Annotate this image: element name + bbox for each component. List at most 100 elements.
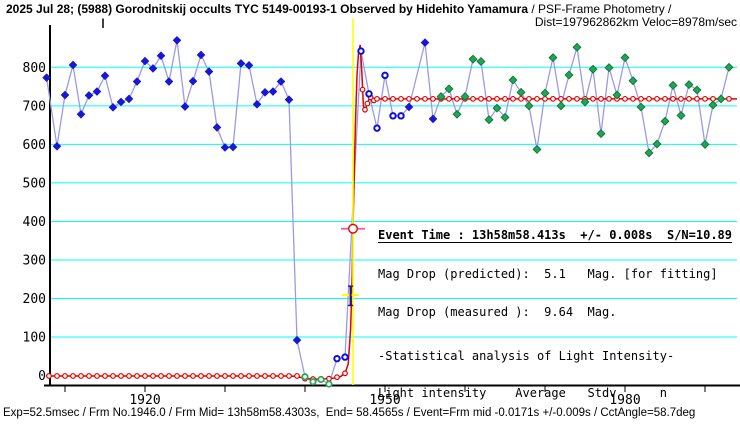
comparison-point-open-circle — [317, 375, 325, 384]
model-point — [726, 95, 732, 102]
target-point-diamond — [164, 77, 174, 86]
model-point — [270, 373, 276, 379]
comparison-point-diamond — [700, 139, 710, 149]
model-point — [118, 373, 124, 379]
y-axis-label-700: 700 — [23, 99, 46, 114]
model-point — [590, 95, 596, 102]
model-point — [294, 373, 300, 379]
model-point — [486, 95, 492, 102]
model-point — [342, 370, 348, 377]
comparison-point-diamond — [668, 80, 678, 90]
model-point — [662, 95, 668, 102]
stats-section-title: -Statistical analysis of Light Intensity… — [378, 348, 675, 363]
model-point — [494, 95, 500, 102]
comparison-point-diamond — [532, 144, 542, 154]
model-point — [134, 373, 140, 379]
model-point — [382, 95, 388, 102]
model-point — [166, 373, 172, 379]
target-point-diamond — [156, 51, 166, 61]
stats-table-header-1: Light intensity Average Stdv n — [378, 386, 667, 401]
model-point — [190, 373, 196, 379]
target-point-open-circle — [341, 353, 349, 361]
model-point — [422, 95, 428, 102]
comparison-point-diamond — [652, 139, 662, 149]
model-point — [230, 373, 236, 379]
event-time-line: Event Time : 13h58m58.413s +/- 0.008s S/… — [378, 228, 733, 243]
target-point-diamond — [148, 64, 158, 73]
model-point — [454, 95, 460, 102]
model-point — [214, 373, 220, 379]
model-point — [364, 100, 371, 107]
comparison-point-diamond — [572, 42, 582, 52]
target-point-diamond — [60, 90, 70, 100]
model-point — [598, 95, 604, 102]
target-point-open-circle — [357, 47, 365, 55]
model-point — [694, 95, 700, 102]
event-midpoint-marker — [348, 223, 359, 234]
target-point-diamond — [180, 102, 190, 111]
target-point-diamond — [204, 67, 214, 76]
model-point — [262, 373, 268, 379]
comparison-point-open-circle — [325, 380, 333, 388]
x-axis-label-1980: 1980 — [609, 393, 640, 408]
model-point — [126, 373, 132, 379]
x-axis-label-1950: 1950 — [369, 393, 400, 408]
y-axis-label-100: 100 — [23, 331, 46, 346]
model-point — [686, 95, 692, 102]
target-point-open-circle — [373, 124, 381, 132]
statistics-panel: Event Time : 13h58m58.413s +/- 0.008s S/… — [378, 204, 733, 425]
comparison-point-diamond — [516, 87, 526, 97]
comparison-point-diamond — [692, 85, 702, 95]
model-point — [710, 95, 716, 102]
target-point-diamond — [292, 335, 302, 345]
model-point — [238, 373, 244, 379]
comparison-point-diamond — [548, 53, 558, 63]
comparison-point-diamond — [452, 109, 462, 119]
model-point — [362, 106, 368, 113]
target-point-diamond — [260, 88, 270, 97]
target-point-diamond — [276, 77, 286, 86]
model-point — [86, 373, 92, 379]
target-point-diamond — [92, 87, 102, 96]
model-point — [534, 95, 540, 102]
target-point-diamond — [116, 97, 126, 107]
title-method-text: / PSF-Frame Photometry / — [531, 2, 672, 16]
model-point — [566, 95, 572, 102]
model-point — [430, 95, 436, 102]
target-point-diamond — [228, 142, 238, 152]
target-point-diamond — [100, 71, 110, 81]
model-point — [478, 95, 484, 102]
event-time-value: Event Time : 13h58m58.413s +/- 0.008s S/… — [378, 228, 733, 243]
target-point-open-circle — [389, 112, 397, 120]
comparison-point-diamond — [484, 115, 494, 125]
target-point-diamond — [108, 103, 118, 112]
model-point — [446, 95, 452, 102]
y-axis-label-300: 300 — [23, 253, 46, 268]
model-point — [62, 373, 68, 379]
model-point — [574, 95, 580, 102]
model-point — [150, 373, 156, 379]
model-point — [102, 373, 108, 379]
target-point-diamond — [132, 77, 142, 86]
y-axis-label-0: 0 — [38, 369, 46, 384]
y-axis-label-800: 800 — [23, 61, 46, 76]
comparison-point-diamond — [492, 103, 502, 113]
model-point — [630, 95, 636, 102]
comparison-point-diamond — [660, 116, 670, 126]
y-axis-label-400: 400 — [23, 215, 46, 230]
model-point — [502, 95, 508, 102]
target-point-diamond — [196, 50, 206, 60]
target-point-open-circle — [333, 354, 341, 363]
comparison-point-diamond — [684, 80, 694, 90]
model-point — [359, 86, 366, 93]
comparison-point-diamond — [588, 64, 598, 74]
model-point — [638, 95, 644, 102]
model-point — [286, 373, 292, 379]
comparison-point-open-circle — [301, 373, 309, 381]
target-point-diamond — [84, 91, 94, 100]
comparison-point-diamond — [460, 92, 470, 102]
model-point — [390, 95, 396, 102]
model-point — [622, 95, 628, 102]
model-point — [606, 95, 612, 102]
